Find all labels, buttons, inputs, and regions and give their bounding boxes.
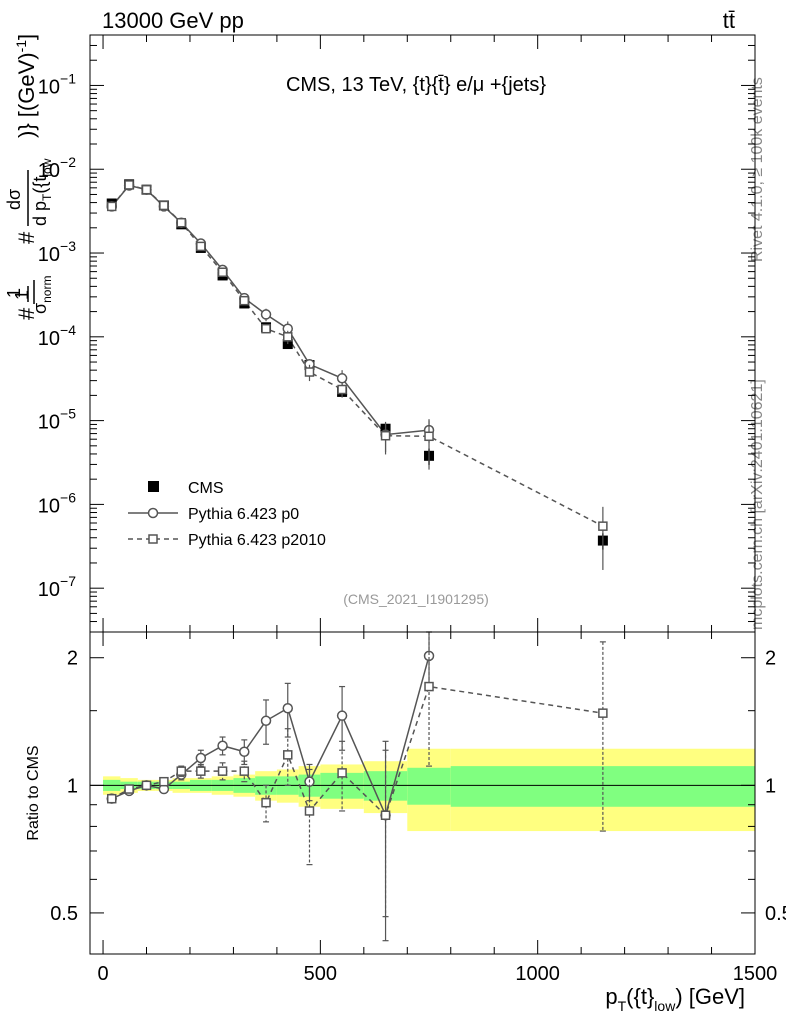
- ratio-p2010-point: [106, 793, 117, 804]
- legend: CMS Pythia 6.423 p0 Pythia 6.423 p2010: [128, 480, 326, 549]
- ratio-p0-point: [239, 746, 250, 758]
- p2010-point: [141, 184, 152, 195]
- ratio-p2010-point: [176, 766, 187, 776]
- ratio-p2010-point: [239, 766, 250, 776]
- ratio-tick-label-right: 2: [765, 648, 776, 670]
- ratio-tick-label: 0.5: [50, 903, 78, 925]
- x-tick-label: 1500: [733, 963, 778, 985]
- p2010-point: [304, 367, 315, 377]
- series-layer: [106, 179, 608, 942]
- y-tick-exponent: −3: [60, 238, 76, 254]
- svg-text:)} [(GeV)-1]: )} [(GeV)-1]: [13, 34, 39, 138]
- p2010-point: [380, 430, 391, 441]
- ratio-p0-point: [217, 740, 228, 751]
- ratio-p0-point: [336, 710, 348, 721]
- legend-marker-cms: [148, 481, 159, 492]
- x-tick-label: 500: [304, 963, 337, 985]
- ratio-p2010-point: [196, 766, 206, 776]
- ratio-p2010-point: [283, 750, 293, 760]
- p2010-point: [124, 180, 134, 190]
- p2010-point: [283, 332, 293, 342]
- mcplots-label: mcplots.cern.ch [arXiv:2401.10621]: [749, 379, 766, 630]
- ratio-p2010-point: [380, 810, 391, 820]
- ratio-p2010-point: [217, 766, 228, 776]
- ratio-tick-label: 1: [67, 775, 78, 797]
- chart-title: CMS, 13 TeV, {t}{t̄} e/μ +{jets}: [286, 74, 546, 96]
- y-tick-label: 10−6: [38, 489, 76, 517]
- svg-text:1: 1: [4, 288, 24, 298]
- beam-label: 13000 GeV pp: [102, 8, 244, 33]
- y-tick-exponent: −7: [60, 573, 76, 589]
- y-tick-exponent: −1: [60, 70, 76, 86]
- ratio-p2010-point: [141, 780, 152, 791]
- p2010-point: [196, 241, 206, 252]
- series-line-p2010: [111, 184, 604, 527]
- svg-text:#: #: [14, 307, 39, 320]
- y-tick-label: 10−5: [38, 406, 76, 434]
- legend-label: CMS: [188, 480, 224, 497]
- ratio-p0-point: [260, 715, 272, 727]
- y-tick-label: 10−3: [38, 238, 76, 266]
- ratio-p2010-point: [159, 776, 169, 787]
- p2010-point: [424, 431, 434, 442]
- svg-text:d pT({tlow: d pT({tlow: [30, 158, 54, 226]
- legend-label: Pythia 6.423 p2010: [188, 532, 326, 549]
- ratio-p0-point: [195, 752, 207, 764]
- rivet-version-label: Rivet 4.1.0, ≥ 100k events: [749, 77, 766, 262]
- top-axis-ticks: 10−710−610−510−410−310−210−1: [38, 34, 756, 633]
- legend-marker-p0: [147, 507, 159, 519]
- y-axis-label: # 1: [12, 280, 39, 320]
- y-tick-label: 10−1: [38, 70, 76, 98]
- x-axis-label: pT({t}low) [GeV]: [605, 984, 745, 1014]
- process-label: tt̄: [723, 8, 735, 33]
- p2010-point: [217, 267, 228, 277]
- ratio-p0-point: [282, 702, 294, 714]
- ratio-tick-label-right: 1: [765, 775, 776, 797]
- y-tick-exponent: −6: [60, 489, 76, 505]
- p0-point: [336, 373, 348, 384]
- uncertainty-bands: [90, 748, 755, 832]
- ratio-p2010-point: [124, 784, 134, 794]
- svg-text:dσ: dσ: [4, 189, 24, 210]
- svg-text:#: #: [14, 231, 39, 244]
- ratio-p2010-point: [337, 768, 347, 778]
- svg-text:1: 1: [12, 290, 32, 300]
- ratio-tick-label-right: 0.5: [765, 903, 786, 925]
- x-tick-label: 0: [97, 963, 108, 985]
- y-tick-exponent: −2: [60, 154, 76, 170]
- y-tick-label: 10−4: [38, 322, 76, 350]
- ratio-tick-label: 2: [67, 648, 78, 670]
- p2010-point: [176, 217, 187, 228]
- ratio-y-axis-label: Ratio to CMS: [25, 745, 42, 840]
- analysis-id-label: (CMS_2021_I1901295): [343, 591, 489, 607]
- p2010-point: [159, 200, 169, 211]
- stat-uncertainty-band: [407, 767, 451, 805]
- p2010-point: [239, 295, 250, 306]
- ratio-p2010-point: [424, 681, 434, 692]
- y-tick-label: 10−7: [38, 573, 76, 601]
- ratio-p2010-point: [304, 806, 315, 816]
- p2010-point: [598, 521, 608, 531]
- p0-point: [260, 309, 272, 320]
- x-tick-label: 1000: [515, 963, 560, 985]
- legend-marker-p2010: [148, 534, 158, 544]
- series-line-p0: [111, 184, 430, 436]
- y-tick-exponent: −4: [60, 322, 76, 338]
- p2010-point: [337, 384, 347, 395]
- legend-label: Pythia 6.423 p0: [188, 506, 299, 523]
- ratio-panel-frame: [89, 631, 756, 955]
- p2010-point: [106, 201, 117, 212]
- ratio-p2010-point: [598, 708, 608, 718]
- ratio-p2010-point: [261, 797, 271, 808]
- ratio-p0-point: [423, 650, 435, 662]
- y-tick-exponent: −5: [60, 406, 76, 422]
- p2010-point: [261, 323, 271, 334]
